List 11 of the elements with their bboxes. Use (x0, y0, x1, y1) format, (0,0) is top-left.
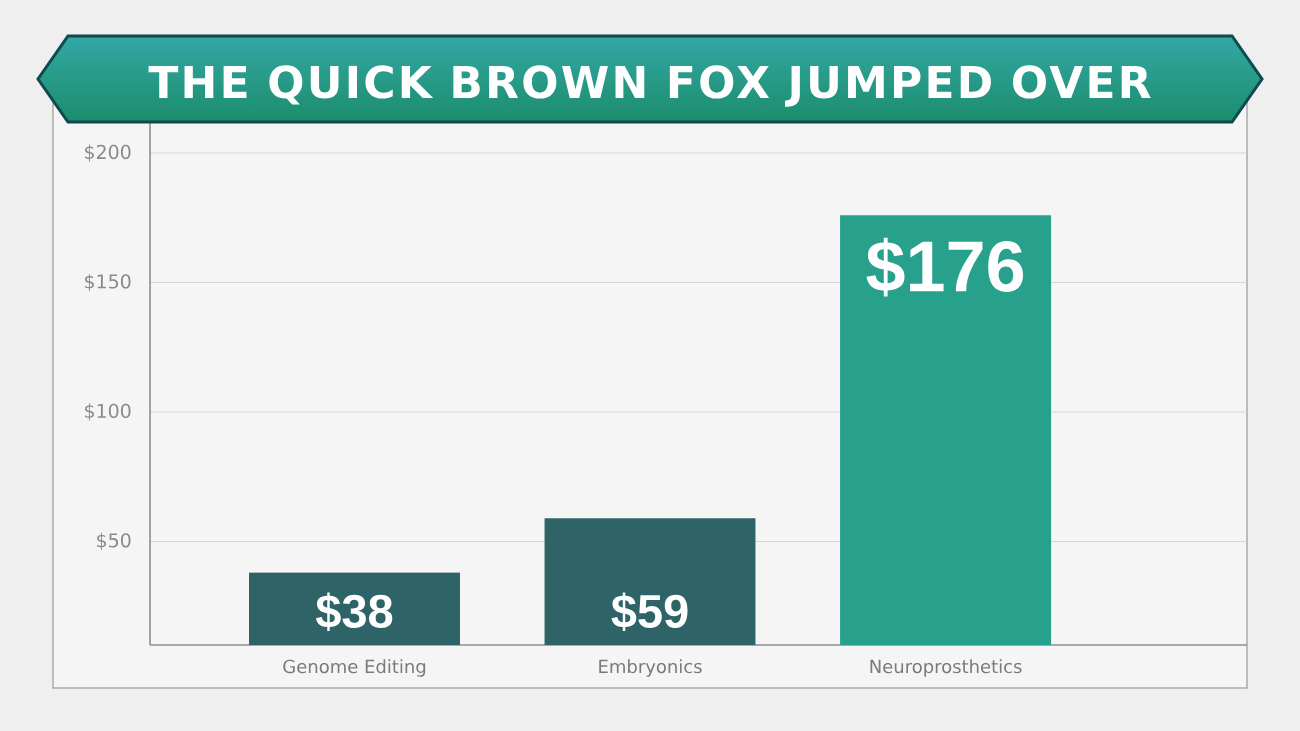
chart-title: THE QUICK BROWN FOX JUMPED OVER (148, 65, 1151, 107)
x-tick-label: Genome Editing (283, 659, 426, 677)
y-tick-label: $200 (85, 144, 131, 162)
y-tick-label: $150 (85, 273, 131, 292)
data-label: $59 (611, 592, 688, 631)
data-label: $38 (315, 592, 393, 631)
x-tick-label: Embryonics (599, 659, 702, 677)
y-tick-label: $100 (85, 403, 131, 421)
y-tick-label: $50 (97, 532, 131, 551)
data-label: $176 (866, 237, 1024, 297)
x-tick-label: Neuroprosthetics (870, 659, 1022, 677)
